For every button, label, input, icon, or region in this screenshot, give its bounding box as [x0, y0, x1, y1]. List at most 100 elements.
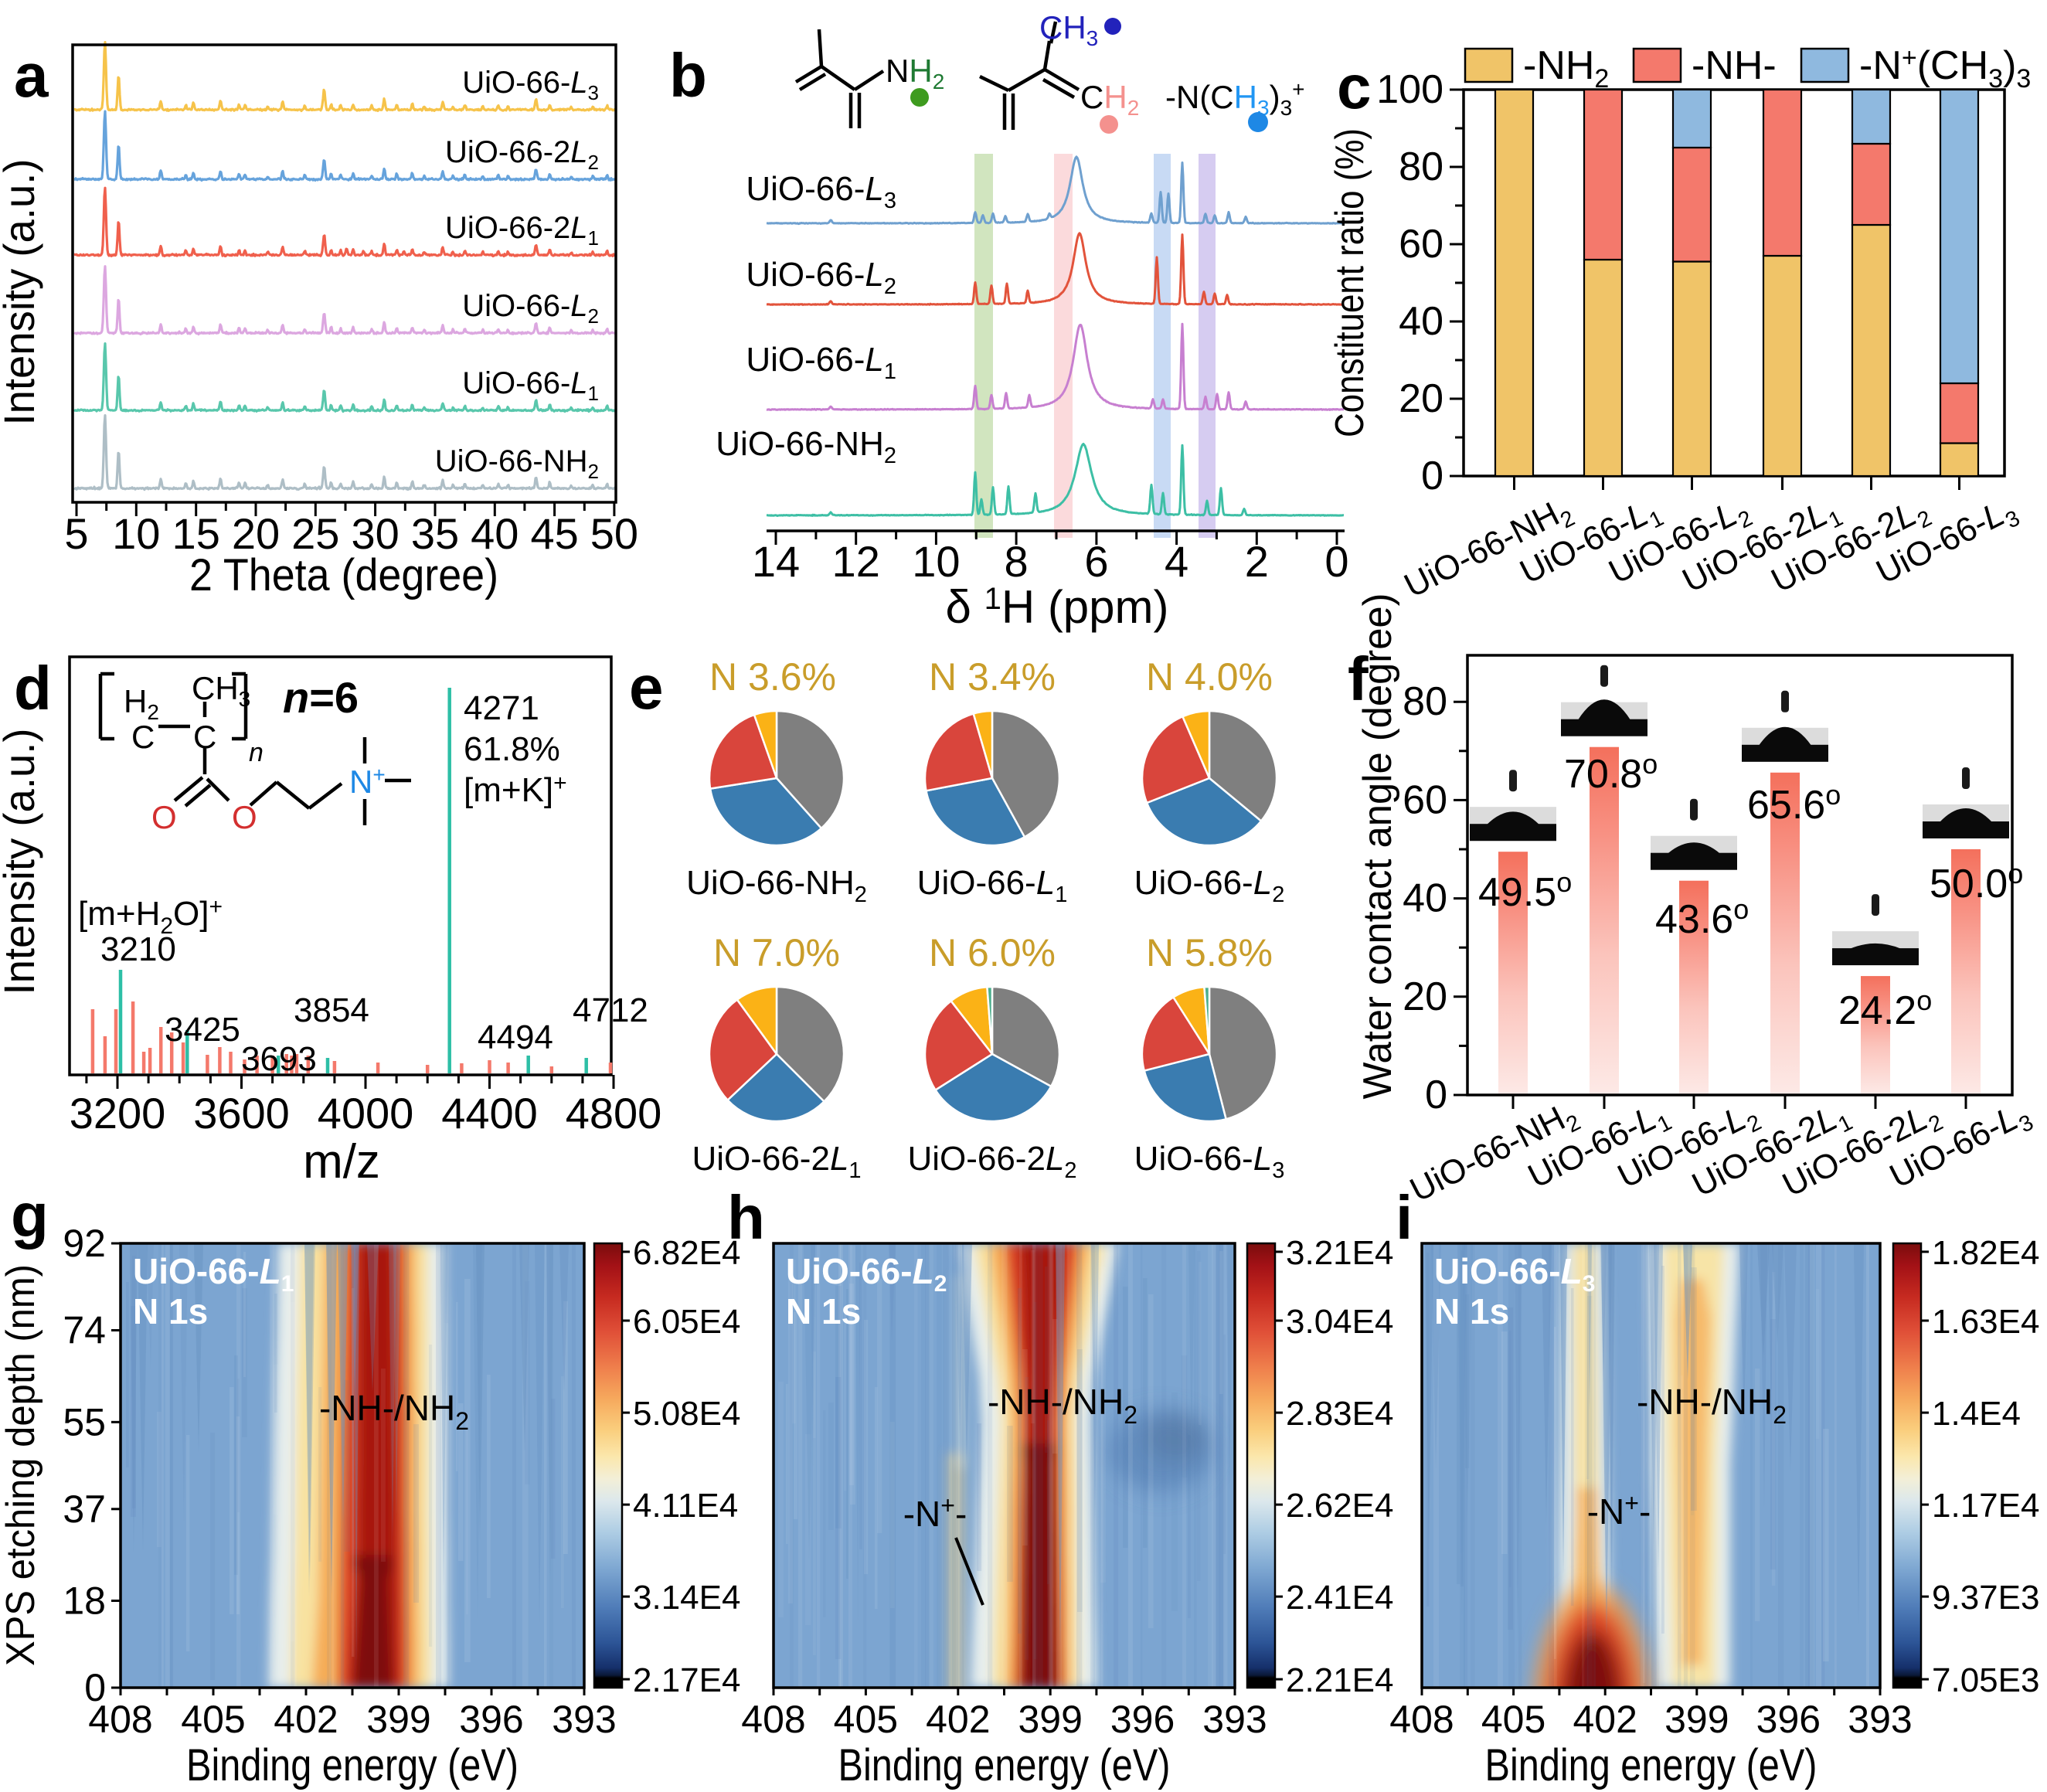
- svg-text:3600: 3600: [193, 1089, 290, 1137]
- svg-text:60: 60: [1403, 777, 1447, 822]
- svg-text:4.11E4: 4.11E4: [633, 1487, 738, 1525]
- svg-text:N 1s: N 1s: [133, 1291, 208, 1331]
- svg-text:7.05E3: 7.05E3: [1932, 1661, 2039, 1699]
- svg-text:49.5o: 49.5o: [1478, 866, 1572, 915]
- svg-text:4000: 4000: [318, 1089, 414, 1137]
- svg-text:UiO-66-NH2: UiO-66-NH2: [716, 425, 896, 468]
- svg-text:3854: 3854: [294, 991, 369, 1029]
- svg-text:74: 74: [63, 1309, 106, 1352]
- svg-text:CH3: CH3: [1039, 9, 1098, 50]
- svg-text:UiO-66-L2: UiO-66-L2: [746, 256, 896, 299]
- svg-text:0: 0: [1421, 454, 1443, 498]
- svg-text:399: 399: [1018, 1698, 1082, 1741]
- svg-text:1.82E4: 1.82E4: [1932, 1234, 2039, 1272]
- svg-text:UiO-66-L2: UiO-66-L2: [462, 289, 599, 328]
- svg-text:43.6o: 43.6o: [1655, 893, 1749, 942]
- svg-text:100: 100: [1376, 67, 1443, 112]
- svg-text:UiO-66-L2: UiO-66-L2: [786, 1251, 947, 1297]
- svg-text:3.04E4: 3.04E4: [1286, 1303, 1393, 1341]
- svg-text:UiO-66-L1: UiO-66-L1: [917, 864, 1068, 907]
- svg-text:2: 2: [1245, 537, 1269, 586]
- svg-text:61.8%: 61.8%: [464, 730, 560, 768]
- svg-text:2.21E4: 2.21E4: [1286, 1661, 1393, 1699]
- svg-text:n: n: [249, 738, 264, 767]
- svg-text:O: O: [232, 799, 257, 835]
- svg-text:15: 15: [172, 509, 220, 558]
- svg-text:6: 6: [1084, 537, 1108, 586]
- svg-text:399: 399: [366, 1698, 430, 1741]
- svg-text:399: 399: [1664, 1698, 1729, 1741]
- svg-text:4800: 4800: [566, 1089, 662, 1137]
- svg-text:-N+-: -N+-: [1587, 1489, 1651, 1532]
- svg-text:UiO-66-2L2: UiO-66-2L2: [907, 1140, 1076, 1183]
- svg-text:N 5.8%: N 5.8%: [1146, 931, 1273, 974]
- svg-text:UiO-66-NH2: UiO-66-NH2: [686, 864, 867, 907]
- svg-text:396: 396: [1110, 1698, 1175, 1741]
- svg-text:m/z: m/z: [303, 1135, 380, 1188]
- svg-text:0: 0: [1324, 537, 1348, 586]
- svg-text:80: 80: [1399, 145, 1443, 189]
- svg-text:-NH-/NH2: -NH-/NH2: [319, 1388, 469, 1435]
- svg-text:2.62E4: 2.62E4: [1286, 1487, 1393, 1525]
- svg-text:25: 25: [291, 509, 339, 558]
- svg-text:6.05E4: 6.05E4: [633, 1303, 740, 1341]
- svg-text:-NH-: -NH-: [1692, 43, 1777, 88]
- svg-text:b: b: [669, 41, 707, 110]
- svg-text:2.83E4: 2.83E4: [1286, 1395, 1393, 1433]
- svg-text:[m+H2O]+: [m+H2O]+: [78, 894, 223, 939]
- svg-text:2.17E4: 2.17E4: [633, 1661, 740, 1699]
- svg-text:UiO-66-L2: UiO-66-L2: [1134, 864, 1285, 907]
- svg-text:Intensity (a.u.): Intensity (a.u.): [0, 729, 43, 995]
- svg-text:405: 405: [1481, 1698, 1545, 1741]
- svg-text:0: 0: [1425, 1073, 1447, 1117]
- svg-text:40: 40: [1399, 299, 1443, 344]
- svg-text:80: 80: [1403, 679, 1447, 724]
- svg-text:UiO-66-L1: UiO-66-L1: [462, 366, 599, 405]
- svg-text:50.0o: 50.0o: [1930, 858, 2023, 906]
- svg-text:N 3.6%: N 3.6%: [709, 655, 836, 699]
- svg-text:405: 405: [834, 1698, 898, 1741]
- svg-text:N 4.0%: N 4.0%: [1146, 655, 1273, 699]
- svg-text:-N+(CH3)3: -N+(CH3)3: [1859, 43, 2031, 94]
- svg-text:N 3.4%: N 3.4%: [929, 655, 1056, 699]
- svg-text:f: f: [1348, 644, 1369, 713]
- svg-text:UiO-66-2L1: UiO-66-2L1: [692, 1140, 861, 1183]
- svg-text:d: d: [14, 654, 52, 723]
- svg-text:N 1s: N 1s: [1434, 1291, 1509, 1331]
- svg-text:408: 408: [741, 1698, 805, 1741]
- svg-text:UiO-66-2L2: UiO-66-2L2: [445, 135, 599, 174]
- svg-text:UiO-66-L1: UiO-66-L1: [133, 1251, 294, 1297]
- svg-text:405: 405: [181, 1698, 245, 1741]
- svg-text:408: 408: [88, 1698, 152, 1741]
- svg-text:35: 35: [411, 509, 459, 558]
- svg-text:n=6: n=6: [283, 673, 359, 722]
- svg-text:40: 40: [471, 509, 519, 558]
- svg-text:1.17E4: 1.17E4: [1932, 1487, 2039, 1525]
- svg-text:g: g: [11, 1181, 49, 1250]
- svg-text:4: 4: [1165, 537, 1188, 586]
- svg-text:6.82E4: 6.82E4: [633, 1234, 740, 1272]
- svg-text:10: 10: [912, 537, 960, 586]
- svg-text:XPS etching depth (nm): XPS etching depth (nm): [0, 1264, 43, 1666]
- svg-text:UiO-66-L3: UiO-66-L3: [746, 170, 896, 213]
- svg-text:402: 402: [926, 1698, 990, 1741]
- svg-text:4400: 4400: [441, 1089, 538, 1137]
- svg-text:393: 393: [1202, 1698, 1267, 1741]
- svg-text:UiO-66-L3: UiO-66-L3: [1434, 1251, 1595, 1297]
- svg-text:37: 37: [63, 1488, 106, 1531]
- svg-text:60: 60: [1399, 222, 1443, 267]
- svg-text:3425: 3425: [165, 1011, 240, 1049]
- svg-text:20: 20: [1399, 376, 1443, 421]
- svg-text:Binding energy (eV): Binding energy (eV): [838, 1740, 1171, 1790]
- svg-text:N 7.0%: N 7.0%: [713, 931, 840, 974]
- svg-text:Constituent ratio (%): Constituent ratio (%): [1328, 128, 1372, 437]
- svg-text:14: 14: [752, 537, 800, 586]
- svg-text:Intensity (a.u.): Intensity (a.u.): [0, 159, 43, 426]
- svg-text:UiO-66-L3: UiO-66-L3: [1134, 1140, 1285, 1183]
- svg-text:396: 396: [459, 1698, 523, 1741]
- svg-text:N 6.0%: N 6.0%: [929, 931, 1056, 974]
- svg-text:1.63E4: 1.63E4: [1932, 1303, 2039, 1341]
- svg-text:Water contact angle (degree): Water contact angle (degree): [1355, 593, 1400, 1100]
- svg-text:UiO-66-NH2: UiO-66-NH2: [435, 444, 599, 483]
- svg-text:10: 10: [112, 509, 160, 558]
